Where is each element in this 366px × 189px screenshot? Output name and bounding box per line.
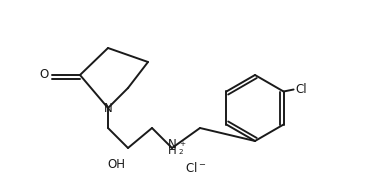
Text: H: H [168, 145, 176, 157]
Text: N: N [104, 101, 112, 115]
Text: Cl$^-$: Cl$^-$ [186, 161, 207, 175]
Text: O: O [40, 68, 49, 81]
Text: $\mathregular{_2^+}$: $\mathregular{_2^+}$ [178, 141, 187, 157]
Text: Cl: Cl [296, 83, 307, 96]
Text: N: N [168, 139, 176, 152]
Text: OH: OH [107, 159, 125, 171]
